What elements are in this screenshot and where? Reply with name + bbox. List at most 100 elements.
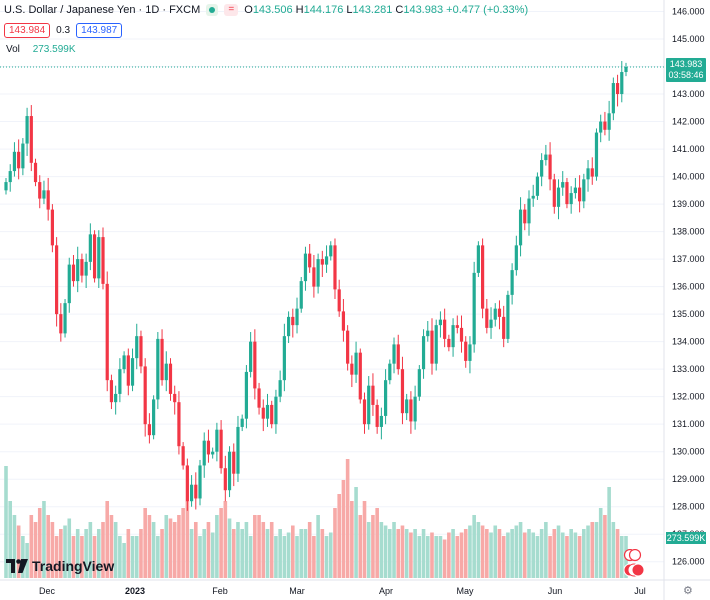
volume-bar [12, 515, 17, 578]
time-tick-label: Feb [212, 586, 228, 596]
price-tick-label: 129.000 [672, 474, 705, 484]
candle-body [607, 113, 611, 130]
volume-bar [92, 536, 97, 578]
candle [249, 332, 253, 378]
price-tick-label: 143.000 [672, 89, 705, 99]
volume-bar [240, 529, 244, 578]
price-tick-label: 138.000 [672, 227, 705, 237]
candle [480, 238, 485, 319]
candle-body [168, 363, 173, 394]
high-value: 144.176 [303, 4, 344, 16]
volume-bar [143, 508, 147, 578]
volume-bar [4, 466, 8, 578]
candle-body [544, 154, 548, 161]
candle [438, 311, 443, 338]
candle-body [12, 151, 17, 172]
candle [594, 128, 599, 181]
price-tick-label: 126.000 [672, 557, 705, 567]
volume-bar [312, 536, 316, 578]
price-tick-label: 145.000 [672, 34, 705, 44]
candle-body [443, 319, 447, 339]
candle-body [527, 198, 531, 224]
volume-bar [198, 536, 202, 578]
candle [392, 337, 396, 374]
candle [105, 271, 109, 392]
candle [430, 318, 434, 375]
volume-bar [181, 508, 185, 578]
close-value: 143.983 [403, 4, 444, 16]
volume-bar [227, 518, 232, 578]
candle [67, 257, 71, 313]
tradingview-logo[interactable]: TradingView [6, 558, 114, 574]
candle-body [540, 160, 544, 177]
price-tick-label: 140.000 [672, 172, 705, 182]
candle-body [468, 344, 472, 361]
volume-bar [307, 522, 312, 578]
candle [223, 455, 227, 502]
time-tick-label: 2023 [125, 586, 145, 596]
volume-bar [139, 529, 143, 578]
volume-bar [421, 529, 426, 578]
candle [206, 429, 211, 463]
candle-body [46, 190, 50, 210]
volume-bar [29, 515, 34, 578]
volume-bar [63, 525, 67, 578]
candle [126, 348, 130, 396]
candle [611, 77, 615, 121]
candle [396, 334, 400, 375]
candle [215, 422, 219, 462]
candle [278, 370, 282, 403]
gear-icon[interactable]: ⚙ [683, 585, 693, 597]
candle [405, 393, 409, 421]
candle-body [80, 259, 84, 276]
horizontal-gridlines [0, 11, 664, 563]
candle [114, 385, 118, 415]
candle [341, 299, 346, 342]
candle-body [624, 66, 628, 73]
candle [531, 184, 535, 207]
candle [17, 139, 21, 180]
symbol-legend[interactable]: U.S. Dollar / Japanese Yen · 1D · FXCM =… [4, 4, 528, 16]
quote-buttons: 143.984 0.3 143.987 [4, 23, 123, 38]
volume-bar [299, 529, 304, 578]
candle-body [206, 440, 211, 455]
volume-bar [206, 522, 211, 578]
price-axis-labels[interactable]: 146.000145.000144.000143.000142.000141.0… [672, 7, 705, 567]
calendar-events-icon[interactable]: = [224, 4, 239, 16]
candle-body [434, 325, 438, 364]
candle [303, 246, 308, 291]
volume-bar [409, 532, 413, 578]
candle [514, 235, 518, 276]
candle-body [324, 256, 329, 265]
symbol-title[interactable]: U.S. Dollar / Japanese Yen · 1D · FXCM [4, 4, 201, 16]
candle [177, 391, 181, 455]
candle [240, 414, 244, 432]
volume-legend[interactable]: Vol 273.599K [6, 44, 76, 55]
volume-bar [345, 459, 350, 578]
market-open-icon[interactable] [206, 4, 219, 16]
candle [565, 177, 569, 209]
volume-bar [463, 529, 468, 578]
candle [603, 111, 607, 136]
candle [282, 323, 286, 392]
volume-bar [303, 529, 308, 578]
volume-bar [324, 536, 329, 578]
time-axis-labels[interactable]: Dec 2023 Feb Mar Apr May Jun Jul [39, 586, 646, 596]
sell-button[interactable]: 143.984 [4, 23, 51, 38]
ohlc-values: O143.506 H144.176 L143.281 C143.983 +0.4… [244, 4, 529, 16]
candle-body [219, 429, 223, 469]
candle-body [173, 393, 177, 403]
volume-bar [193, 522, 198, 578]
candle [181, 442, 185, 470]
candle [63, 299, 67, 338]
economic-events-flags[interactable] [619, 549, 647, 579]
volume-bar [404, 529, 409, 578]
volume-bar [8, 501, 13, 578]
volume-bar [50, 522, 55, 578]
candle [535, 172, 540, 200]
open-value: 143.506 [252, 4, 293, 16]
volume-bar [400, 525, 405, 578]
candle [497, 300, 502, 330]
buy-button[interactable]: 143.987 [76, 23, 123, 38]
